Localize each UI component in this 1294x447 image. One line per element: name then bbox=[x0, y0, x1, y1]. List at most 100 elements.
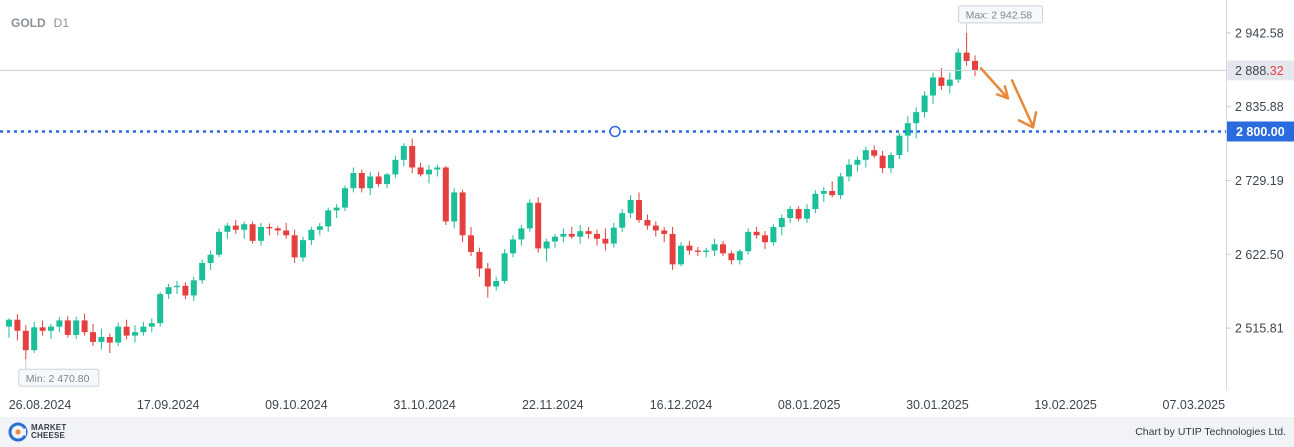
candle[interactable] bbox=[518, 224, 525, 246]
candle[interactable] bbox=[325, 207, 332, 232]
candle[interactable] bbox=[955, 48, 962, 84]
candle[interactable] bbox=[31, 321, 38, 353]
candle[interactable] bbox=[90, 323, 96, 347]
candle[interactable] bbox=[132, 325, 138, 343]
candle[interactable] bbox=[300, 236, 306, 262]
candle[interactable] bbox=[585, 226, 592, 239]
candle[interactable] bbox=[459, 189, 466, 243]
candle[interactable] bbox=[753, 226, 760, 239]
brand-logo[interactable]: MARKET CHEESE bbox=[8, 421, 66, 443]
candle[interactable] bbox=[526, 199, 533, 232]
candle[interactable] bbox=[930, 72, 936, 104]
candle[interactable] bbox=[703, 247, 710, 258]
candle[interactable] bbox=[199, 259, 206, 284]
candle[interactable] bbox=[375, 171, 382, 187]
candle[interactable] bbox=[224, 222, 231, 239]
candle[interactable] bbox=[64, 316, 71, 338]
candle[interactable] bbox=[22, 325, 29, 360]
candle[interactable] bbox=[56, 316, 63, 333]
candle[interactable] bbox=[644, 214, 651, 230]
candle[interactable] bbox=[216, 228, 222, 258]
candle[interactable] bbox=[543, 238, 550, 262]
candle[interactable] bbox=[484, 262, 491, 298]
candle[interactable] bbox=[594, 229, 600, 246]
candle[interactable] bbox=[501, 249, 508, 284]
candle[interactable] bbox=[972, 55, 978, 77]
candle[interactable] bbox=[392, 155, 399, 178]
candle[interactable] bbox=[720, 240, 726, 257]
candle[interactable] bbox=[274, 226, 281, 236]
candle[interactable] bbox=[350, 167, 357, 193]
candle[interactable] bbox=[333, 204, 340, 218]
candle[interactable] bbox=[795, 206, 802, 222]
candle[interactable] bbox=[400, 143, 407, 167]
candle[interactable] bbox=[879, 150, 886, 174]
candle[interactable] bbox=[963, 32, 970, 66]
candle[interactable] bbox=[384, 173, 390, 189]
candle[interactable] bbox=[468, 226, 474, 257]
candle[interactable] bbox=[98, 328, 105, 350]
candle[interactable] bbox=[619, 208, 626, 232]
candle[interactable] bbox=[157, 292, 164, 327]
candle[interactable] bbox=[48, 323, 54, 340]
candle[interactable] bbox=[451, 188, 458, 229]
candle[interactable] bbox=[39, 320, 46, 336]
candle[interactable] bbox=[258, 222, 264, 246]
candle[interactable] bbox=[266, 223, 273, 236]
candle[interactable] bbox=[493, 276, 500, 291]
candle[interactable] bbox=[627, 195, 634, 218]
candle[interactable] bbox=[291, 229, 298, 263]
price-chart[interactable]: 2 942.58 2 835.88 2 729.19 2 622.50 2 515.81… bbox=[0, 0, 1294, 417]
candle[interactable] bbox=[636, 192, 642, 223]
candle[interactable] bbox=[896, 132, 903, 160]
candle[interactable] bbox=[787, 206, 794, 223]
candle[interactable] bbox=[316, 222, 323, 236]
candle[interactable] bbox=[946, 72, 953, 94]
candle[interactable] bbox=[921, 91, 928, 118]
candle[interactable] bbox=[510, 235, 516, 258]
candle[interactable] bbox=[535, 197, 542, 253]
candle[interactable] bbox=[913, 107, 920, 139]
candle[interactable] bbox=[190, 276, 197, 302]
candle[interactable] bbox=[728, 250, 735, 265]
candle[interactable] bbox=[140, 321, 147, 336]
candle[interactable] bbox=[115, 322, 122, 347]
candle[interactable] bbox=[862, 146, 869, 168]
candle[interactable] bbox=[770, 224, 777, 246]
candle[interactable] bbox=[308, 226, 315, 245]
candle[interactable] bbox=[568, 226, 575, 239]
down-arrow-annotation[interactable] bbox=[979, 67, 1038, 129]
candle[interactable] bbox=[661, 226, 668, 243]
candle[interactable] bbox=[106, 333, 113, 353]
candle[interactable] bbox=[434, 164, 441, 177]
candle[interactable] bbox=[148, 318, 155, 333]
candle[interactable] bbox=[409, 138, 416, 174]
candle[interactable] bbox=[73, 316, 80, 340]
candle[interactable] bbox=[820, 186, 827, 203]
candle[interactable] bbox=[846, 159, 852, 182]
candle[interactable] bbox=[812, 190, 819, 214]
candle[interactable] bbox=[14, 314, 21, 341]
candle[interactable] bbox=[871, 145, 878, 158]
candle[interactable] bbox=[81, 313, 88, 336]
candle[interactable] bbox=[426, 164, 432, 184]
level-price-label[interactable]: 2 800.00 bbox=[1227, 121, 1294, 142]
candle[interactable] bbox=[207, 250, 214, 270]
candle[interactable] bbox=[736, 249, 743, 265]
candle[interactable] bbox=[165, 283, 172, 299]
candle[interactable] bbox=[182, 282, 189, 299]
candle[interactable] bbox=[367, 171, 374, 196]
candle[interactable] bbox=[610, 222, 617, 248]
candle[interactable] bbox=[686, 240, 693, 255]
candle[interactable] bbox=[711, 238, 718, 257]
candle[interactable] bbox=[552, 233, 558, 248]
candle[interactable] bbox=[745, 228, 752, 255]
candle[interactable] bbox=[358, 169, 365, 193]
candle[interactable] bbox=[241, 221, 248, 239]
candle[interactable] bbox=[678, 242, 684, 267]
candle[interactable] bbox=[938, 67, 945, 90]
candle[interactable] bbox=[442, 166, 449, 225]
candle[interactable] bbox=[652, 221, 659, 237]
candle[interactable] bbox=[417, 162, 424, 177]
candle[interactable] bbox=[602, 228, 609, 251]
